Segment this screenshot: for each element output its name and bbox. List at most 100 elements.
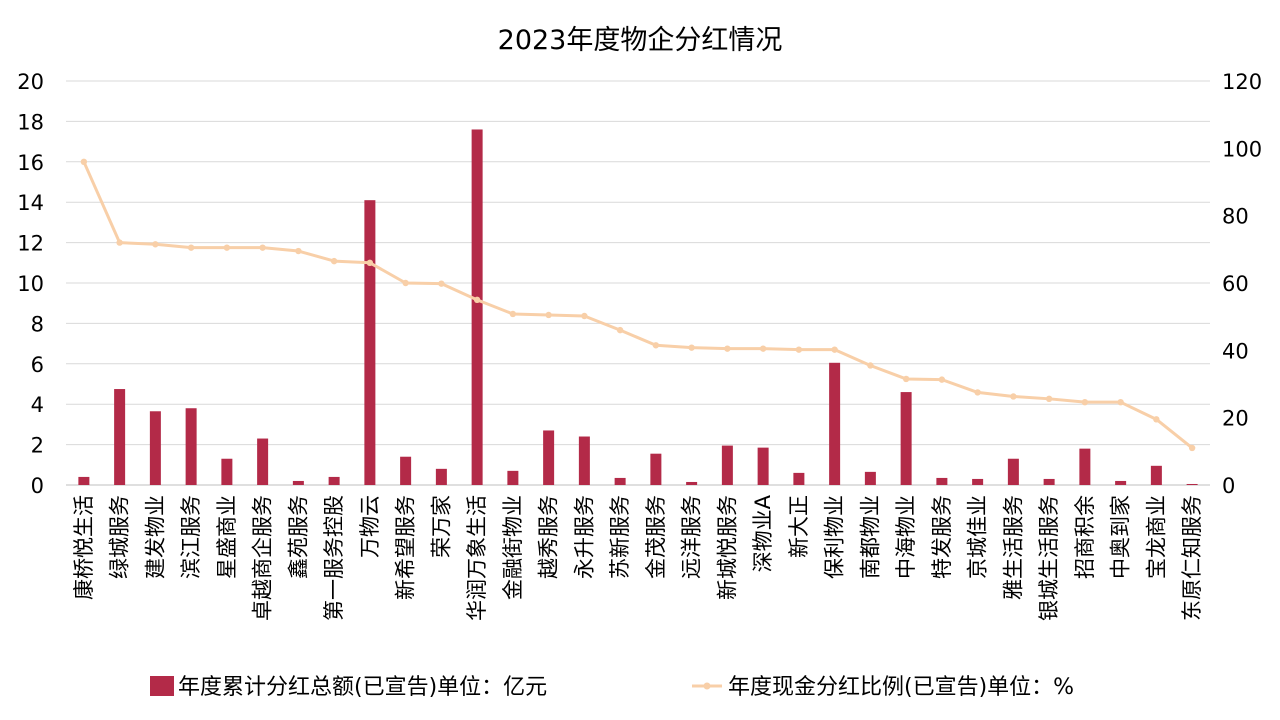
- category-label-15: 苏新服务: [608, 495, 632, 579]
- left-tick-label: 0: [31, 474, 44, 498]
- right-tick-label: 40: [1222, 339, 1249, 363]
- line-point-9: [402, 279, 409, 287]
- right-tick-label: 20: [1222, 407, 1249, 431]
- left-tick-label: 10: [17, 272, 44, 296]
- category-label-7: 第一服务控股: [322, 495, 346, 621]
- line-point-13: [545, 311, 552, 319]
- left-tick-label: 16: [17, 151, 44, 175]
- category-label-0: 康桥悦生活: [72, 495, 96, 600]
- category-label-21: 保利物业: [823, 495, 847, 579]
- category-label-18: 新城悦服务: [715, 495, 739, 600]
- bar-18: [721, 445, 733, 485]
- category-label-31: 东原仁知服务: [1180, 495, 1204, 621]
- category-label-1: 绿城服务: [108, 495, 132, 579]
- line-point-24: [938, 376, 946, 383]
- line-point-23: [902, 375, 910, 383]
- line-point-31: [1188, 444, 1196, 452]
- line-point-26: [1010, 393, 1017, 400]
- legend-line-marker: [703, 682, 711, 690]
- bar-8: [364, 200, 376, 485]
- left-tick-label: 4: [31, 393, 44, 417]
- category-label-10: 荣万家: [429, 495, 453, 558]
- bar-3: [185, 408, 197, 485]
- bar-5: [257, 438, 269, 485]
- bar-15: [614, 477, 626, 485]
- bar-2: [149, 411, 161, 485]
- bar-22: [864, 471, 876, 485]
- bar-1: [114, 389, 126, 485]
- category-label-16: 金茂服务: [644, 495, 668, 579]
- bar-10: [435, 468, 447, 485]
- category-label-29: 中奥到家: [1109, 495, 1133, 579]
- line-point-16: [652, 342, 660, 349]
- right-tick-label: 0: [1222, 474, 1235, 498]
- line-point-14: [581, 312, 588, 320]
- chart-title: 2023年度物企分红情况: [498, 25, 783, 56]
- category-label-22: 南都物业: [858, 495, 882, 579]
- category-label-9: 新希望服务: [394, 495, 418, 600]
- bar-17: [686, 481, 698, 485]
- legend-line-label: 年度现金分红比例(已宣告)单位：%: [728, 675, 1074, 700]
- bar-26: [1007, 458, 1019, 485]
- category-label-27: 银城生活服务: [1037, 495, 1061, 621]
- bar-29: [1115, 480, 1127, 485]
- line-point-7: [330, 257, 338, 265]
- bar-19: [757, 447, 769, 485]
- line-point-19: [759, 345, 767, 352]
- bar-7: [328, 476, 340, 485]
- category-label-30: 宝龙商业: [1144, 495, 1168, 579]
- right-tick-label: 120: [1222, 70, 1262, 94]
- line-point-17: [688, 344, 695, 351]
- bar-series: [78, 129, 1198, 486]
- line-point-0: [80, 158, 88, 165]
- category-label-19: 深物业A: [751, 494, 775, 572]
- bar-14: [578, 436, 590, 485]
- bar-21: [829, 362, 841, 485]
- left-tick-label: 20: [17, 70, 44, 94]
- left-tick-label: 12: [17, 232, 44, 256]
- left-tick-label: 6: [31, 353, 44, 377]
- right-tick-label: 60: [1222, 272, 1249, 296]
- line-point-28: [1081, 398, 1089, 406]
- line-point-3: [187, 244, 195, 251]
- category-label-5: 卓越商企服务: [251, 495, 275, 621]
- category-label-26: 雅生活服务: [1001, 495, 1025, 600]
- line-point-4: [223, 244, 231, 251]
- category-labels: 康桥悦生活 绿城服务 建发物业 滨江服务 星盛商业 卓越商企服务 鑫苑服务 第一服务控股 万物云…: [72, 494, 1204, 621]
- bar-20: [793, 472, 805, 485]
- bar-9: [400, 456, 412, 485]
- category-label-13: 越秀服务: [537, 495, 561, 579]
- legend-bar-swatch: [150, 676, 174, 696]
- category-label-23: 中海物业: [894, 495, 918, 579]
- bar-12: [507, 470, 519, 485]
- category-label-20: 新大正: [787, 495, 811, 558]
- bar-13: [543, 430, 555, 485]
- line-point-5: [259, 244, 266, 251]
- legend-bar-label: 年度累计分红总额(已宣告)单位：亿元: [178, 675, 547, 700]
- right-tick-label: 100: [1222, 137, 1262, 161]
- bar-28: [1079, 448, 1091, 485]
- category-label-24: 特发服务: [930, 495, 954, 579]
- line-point-18: [724, 345, 731, 352]
- category-label-28: 招商积余: [1073, 495, 1097, 579]
- category-label-6: 鑫苑服务: [286, 495, 310, 579]
- legend: 年度累计分红总额(已宣告)单位：亿元 年度现金分红比例(已宣告)单位：%: [150, 675, 1074, 700]
- bar-30: [1150, 465, 1162, 485]
- left-tick-label: 18: [17, 110, 44, 134]
- line-point-2: [152, 241, 159, 248]
- line-point-27: [1045, 395, 1053, 403]
- bar-27: [1043, 478, 1055, 485]
- left-tick-label: 14: [17, 191, 44, 215]
- line-point-8: [366, 259, 374, 266]
- right-tick-label: 80: [1222, 205, 1249, 229]
- line-point-20: [795, 346, 803, 353]
- line-series: [80, 158, 1196, 452]
- line-point-21: [831, 346, 838, 353]
- bar-6: [292, 480, 304, 485]
- category-label-14: 永升服务: [572, 495, 596, 579]
- line-point-29: [1117, 398, 1124, 406]
- left-tick-label: 8: [31, 312, 44, 336]
- left-axis-tick-labels: 0 2 4 6 8 10 12 14 16 18 20: [17, 70, 44, 498]
- category-label-2: 建发物业: [143, 495, 167, 579]
